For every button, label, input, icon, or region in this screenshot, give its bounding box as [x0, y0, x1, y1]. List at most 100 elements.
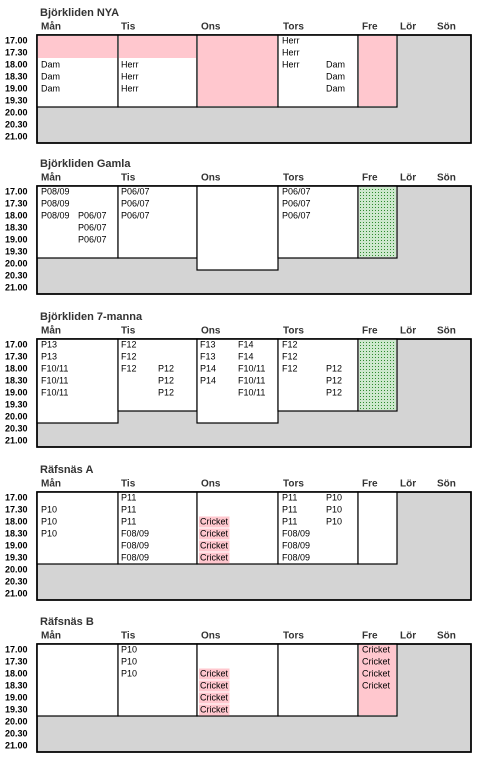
time-label: 17.30 — [5, 198, 28, 208]
time-label: 17.00 — [5, 492, 28, 502]
cell-text: Cricket — [362, 644, 391, 654]
time-label: 19.30 — [5, 399, 28, 409]
time-label: 18.00 — [5, 668, 28, 678]
cell-text: Cricket — [200, 528, 229, 538]
cell-text: P10 — [326, 492, 342, 502]
day-header: Mån — [41, 325, 61, 337]
grid-border — [36, 338, 472, 448]
day-header: Ons — [201, 479, 221, 490]
time-label: 20.00 — [5, 411, 28, 421]
time-label: 21.00 — [5, 740, 28, 750]
cell-text: Herr — [121, 59, 139, 69]
booked-fill — [38, 36, 117, 58]
day-box — [117, 643, 198, 717]
time-label: 20.30 — [5, 728, 28, 738]
day-header: Mån — [41, 478, 61, 490]
cell-text: Cricket — [200, 704, 229, 714]
day-header: Mån — [41, 21, 61, 33]
time-label: 18.30 — [5, 375, 28, 385]
cell-text: F12 — [282, 363, 298, 373]
cell-text: Cricket — [362, 668, 391, 678]
time-label: 18.30 — [5, 71, 28, 81]
cell-text: Cricket — [200, 668, 229, 678]
cell-highlight — [199, 692, 230, 704]
section-title: Räfsnäs A — [40, 464, 93, 476]
day-header: Mån — [41, 630, 61, 642]
day-header: Tis — [121, 631, 136, 642]
cell-text: Cricket — [362, 680, 391, 690]
cell-highlight — [199, 528, 230, 540]
cell-text: P08/09 — [41, 198, 70, 208]
day-header: Fre — [362, 22, 378, 33]
day-header: Tis — [121, 173, 136, 184]
cell-text: F08/09 — [282, 540, 310, 550]
cell-text: P10 — [121, 668, 137, 678]
cell-text: Herr — [282, 47, 300, 57]
day-box — [277, 185, 359, 259]
time-label: 19.30 — [5, 552, 28, 562]
cell-text: P06/07 — [78, 222, 107, 232]
cell-text: Cricket — [200, 552, 229, 562]
day-box — [196, 185, 279, 271]
booked-fill — [119, 36, 196, 58]
booked-fill — [359, 645, 396, 715]
cell-text: Dam — [326, 59, 345, 69]
time-label: 18.00 — [5, 210, 28, 220]
time-label: 19.00 — [5, 387, 28, 397]
time-label: 21.00 — [5, 282, 28, 292]
day-header: Sön — [437, 173, 456, 184]
grid-border — [36, 34, 472, 144]
cell-text: F10/11 — [238, 387, 265, 397]
time-label: 20.00 — [5, 107, 28, 117]
day-header: Fre — [362, 326, 378, 337]
time-label: 17.30 — [5, 351, 28, 361]
cell-text: Dam — [41, 71, 60, 81]
day-header: Ons — [201, 173, 221, 184]
cell-text: P06/07 — [78, 210, 107, 220]
time-label: 20.30 — [5, 576, 28, 586]
cell-text: P10 — [121, 644, 137, 654]
day-header: Lör — [400, 631, 416, 642]
day-header: Fre — [362, 479, 378, 490]
cell-text: F13 — [200, 351, 216, 361]
time-label: 18.00 — [5, 59, 28, 69]
time-label: 20.00 — [5, 564, 28, 574]
cell-text: F10/11 — [41, 387, 68, 397]
day-box — [357, 491, 398, 565]
day-header: Lör — [400, 326, 416, 337]
cell-text: F08/09 — [121, 528, 149, 538]
cell-text: Cricket — [200, 516, 229, 526]
day-box — [277, 643, 359, 717]
grid-border — [36, 185, 472, 295]
time-label: 17.00 — [5, 186, 28, 196]
cell-highlight — [199, 704, 230, 716]
cell-text: Herr — [282, 35, 300, 45]
time-label: 17.30 — [5, 656, 28, 666]
day-header: Tis — [121, 22, 136, 33]
day-header: Tors — [283, 631, 304, 642]
time-label: 21.00 — [5, 435, 28, 445]
time-label: 18.30 — [5, 528, 28, 538]
time-label: 17.00 — [5, 339, 28, 349]
cell-text: Cricket — [200, 680, 229, 690]
day-header: Mån — [41, 172, 61, 184]
cell-text: P11 — [282, 504, 297, 514]
time-label: 17.00 — [5, 644, 28, 654]
day-header: Tors — [283, 479, 304, 490]
day-box — [117, 185, 198, 259]
cell-text: P12 — [326, 375, 342, 385]
time-label: 20.30 — [5, 270, 28, 280]
cell-text: P10 — [326, 516, 342, 526]
grid-border — [36, 643, 472, 753]
cell-text: P06/07 — [121, 198, 150, 208]
cell-text: F08/09 — [121, 552, 149, 562]
cell-text: Dam — [41, 83, 60, 93]
time-label: 18.00 — [5, 516, 28, 526]
cell-text: P06/07 — [282, 186, 311, 196]
cell-text: Dam — [326, 71, 345, 81]
day-header: Ons — [201, 22, 221, 33]
cell-text: F10/11 — [238, 363, 265, 373]
cell-text: F08/09 — [282, 552, 310, 562]
cell-text: Dam — [41, 59, 60, 69]
